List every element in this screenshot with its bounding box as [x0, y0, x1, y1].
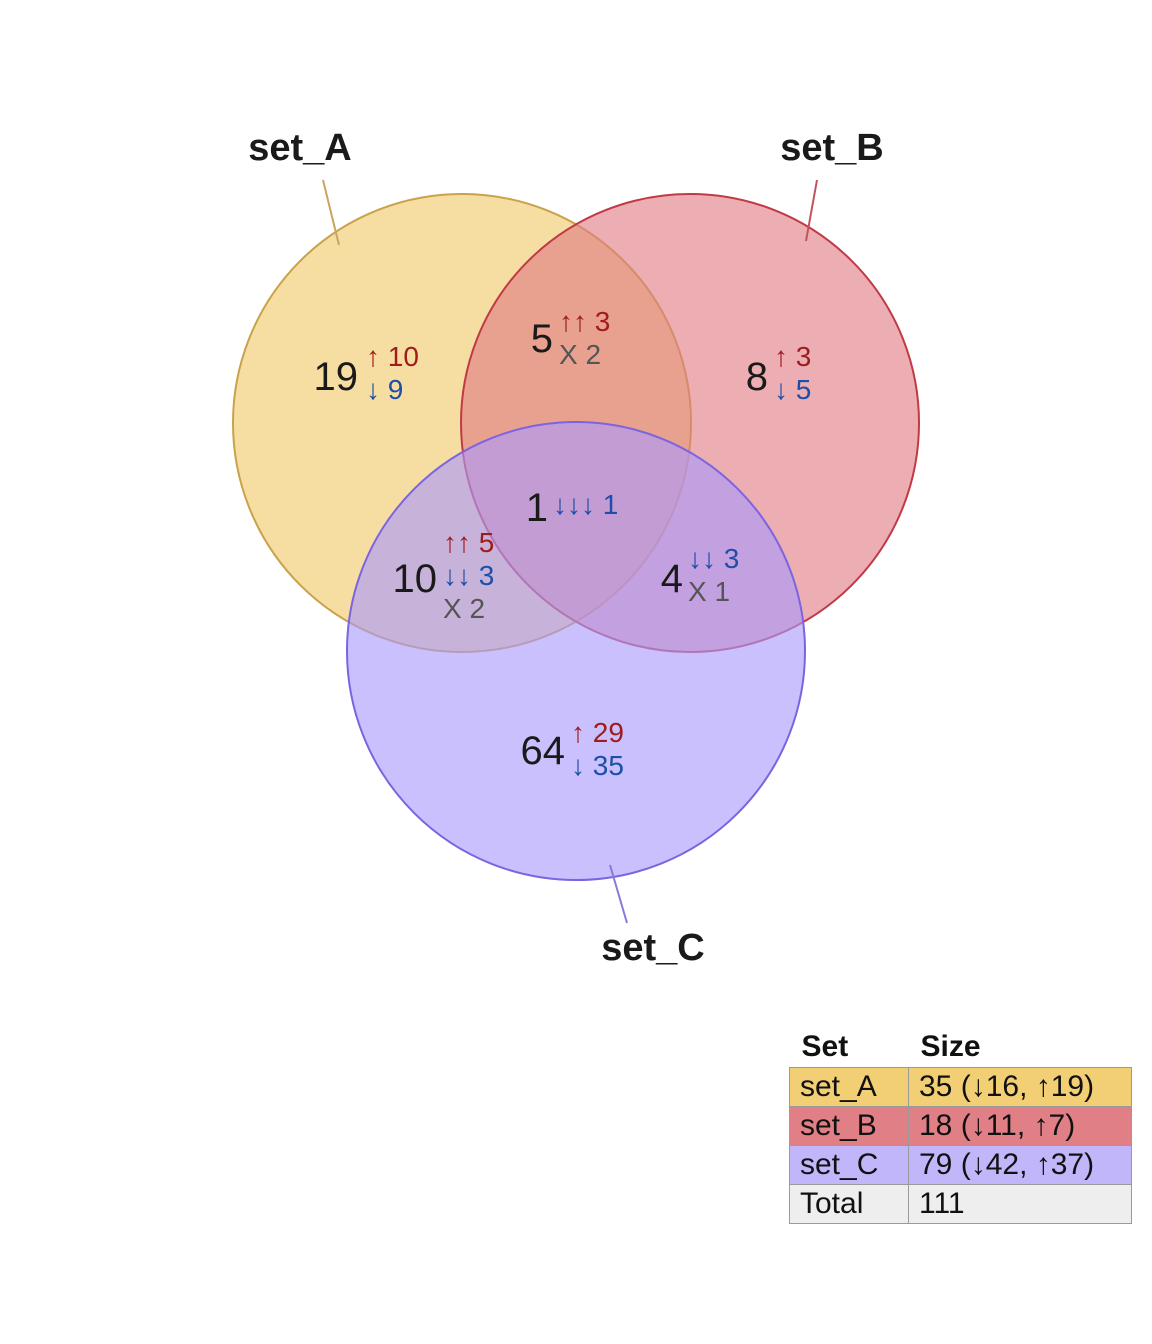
- legend-row-set-a: set_A 35 (↓16, ↑19): [789, 1067, 1132, 1107]
- region-direction-down: ↓ 5: [774, 374, 811, 405]
- set-label-leader-line: [805, 179, 818, 242]
- legend-set-size: 79 (↓42, ↑37): [908, 1145, 1132, 1185]
- region-direction-mixed: X 2: [443, 593, 485, 624]
- region-direction-up: ↑↑ 5: [443, 527, 494, 558]
- region-count: 1: [526, 486, 548, 530]
- region-c-only: 64 ↑ 29↓ 35: [521, 717, 624, 781]
- set-label-leader-line: [322, 179, 340, 246]
- region-b-only: 8 ↑ 3↓ 5: [746, 341, 812, 405]
- legend-header-row: Set Size: [790, 1027, 1132, 1068]
- region-direction-up: ↑ 29: [571, 717, 624, 748]
- legend-total-label: Total: [789, 1184, 909, 1224]
- legend-total-size: 111: [908, 1184, 1132, 1224]
- set-size-legend: Set Size set_A 35 (↓16, ↑19) set_B 18 (↓…: [789, 1027, 1132, 1224]
- legend-row-total: Total 111: [789, 1184, 1132, 1224]
- region-direction-down: ↓↓ 3: [688, 543, 739, 574]
- region-direction-down: ↓↓ 3: [443, 560, 494, 591]
- region-ab: 5 ↑↑ 3X 2: [531, 306, 611, 370]
- legend-row-set-c: set_C 79 (↓42, ↑37): [789, 1145, 1132, 1185]
- region-direction-up: ↑↑ 3: [559, 306, 610, 337]
- region-count: 5: [531, 317, 553, 361]
- set-label-leader-line: [609, 864, 628, 924]
- region-direction-down: ↓ 35: [571, 750, 624, 781]
- region-count: 19: [314, 355, 359, 399]
- legend-set-name: set_C: [789, 1145, 909, 1185]
- region-bc: 4 ↓↓ 3X 1: [661, 543, 740, 607]
- legend-header-size: Size: [920, 1030, 981, 1063]
- set-label: set_A: [248, 127, 352, 169]
- region-count: 10: [393, 557, 438, 601]
- region-direction-down: ↓ 9: [366, 374, 403, 405]
- legend-set-name: set_A: [789, 1067, 909, 1107]
- region-a-only: 19 ↑ 10↓ 9: [314, 341, 419, 405]
- region-ac: 10↑↑ 5↓↓ 3X 2: [393, 527, 495, 624]
- set-label: set_B: [780, 127, 884, 169]
- legend-header-set: Set: [801, 1030, 849, 1063]
- region-count: 64: [521, 729, 566, 773]
- set-circle-set-c: [346, 421, 806, 881]
- region-direction-up: ↑ 3: [774, 341, 811, 372]
- legend-set-name: set_B: [789, 1106, 909, 1146]
- legend-set-size: 35 (↓16, ↑19): [908, 1067, 1132, 1107]
- legend-row-set-b: set_B 18 (↓11, ↑7): [789, 1106, 1132, 1146]
- region-direction-mixed: X 2: [559, 339, 601, 370]
- region-direction-mixed: X 1: [688, 576, 730, 607]
- region-count: 4: [661, 557, 683, 601]
- legend-set-size: 18 (↓11, ↑7): [908, 1106, 1132, 1146]
- region-direction-up: ↑ 10: [366, 341, 419, 372]
- region-direction-down: ↓↓↓ 1: [553, 489, 618, 520]
- region-count: 8: [746, 355, 768, 399]
- region-abc: 1 ↓↓↓ 1: [526, 486, 619, 530]
- set-label: set_C: [601, 927, 705, 969]
